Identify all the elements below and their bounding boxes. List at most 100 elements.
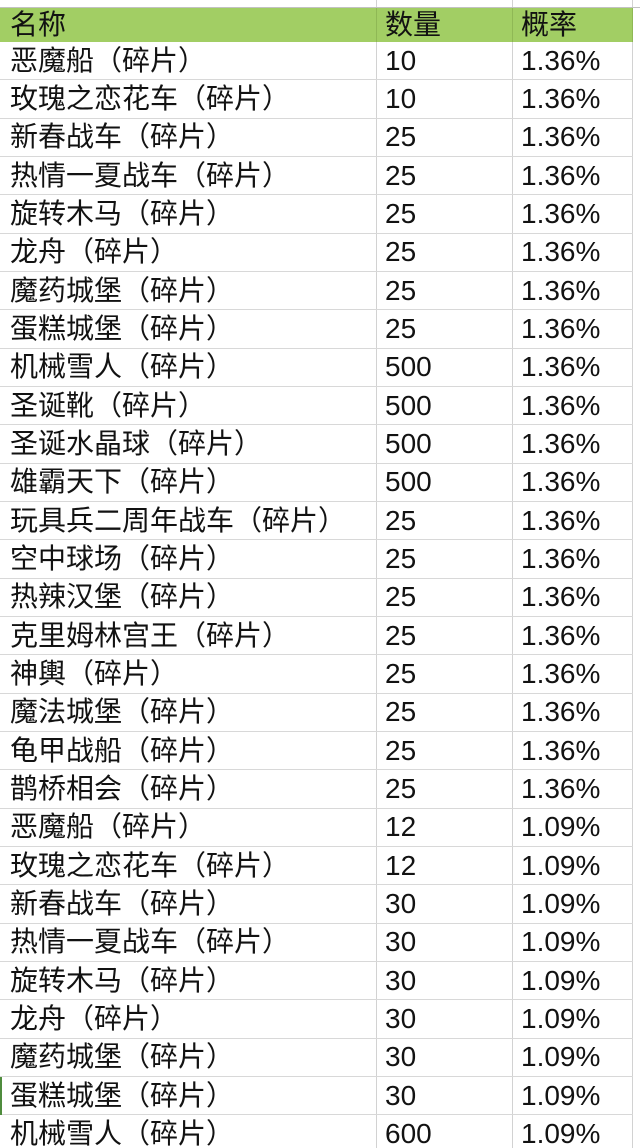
table-row: 热情一夏战车（碎片） 30 1.09%	[0, 923, 633, 962]
cell-probability[interactable]: 1.09%	[513, 1000, 633, 1038]
cell-item-name[interactable]: 蛋糕城堡（碎片）	[0, 1076, 377, 1115]
cell-item-name[interactable]: 热辣汉堡（碎片）	[0, 578, 377, 616]
cell-probability[interactable]: 1.36%	[513, 156, 633, 195]
cell-quantity[interactable]: 25	[377, 156, 513, 195]
cell-probability[interactable]: 1.36%	[513, 80, 633, 118]
table-row: 龙舟（碎片） 30 1.09%	[0, 1000, 633, 1039]
cell-probability[interactable]: 1.36%	[513, 616, 633, 655]
cell-item-name[interactable]: 克里姆林宫王（碎片）	[0, 616, 377, 655]
cell-item-name[interactable]: 新春战车（碎片）	[0, 885, 377, 923]
cell-probability[interactable]: 1.36%	[513, 501, 633, 540]
cell-item-name[interactable]: 圣诞靴（碎片）	[0, 386, 377, 425]
cell-quantity[interactable]: 30	[377, 923, 513, 961]
table-header-row: 名称 数量 概率	[0, 8, 633, 42]
cell-quantity[interactable]: 25	[377, 195, 513, 233]
cell-quantity[interactable]: 25	[377, 578, 513, 616]
cell-quantity[interactable]: 25	[377, 655, 513, 693]
cell-item-name[interactable]: 热情一夏战车（碎片）	[0, 156, 377, 195]
partial-cell	[377, 0, 513, 7]
cell-item-name[interactable]: 玫瑰之恋花车（碎片）	[0, 80, 377, 118]
cell-probability[interactable]: 1.36%	[513, 386, 633, 425]
cell-probability[interactable]: 1.09%	[513, 961, 633, 1000]
cell-item-name[interactable]: 空中球场（碎片）	[0, 540, 377, 578]
cell-item-name[interactable]: 机械雪人（碎片）	[0, 1115, 377, 1148]
cell-quantity[interactable]: 30	[377, 1076, 513, 1115]
cell-probability[interactable]: 1.09%	[513, 1038, 633, 1076]
cell-quantity[interactable]: 500	[377, 348, 513, 386]
cell-quantity[interactable]: 25	[377, 310, 513, 348]
cell-probability[interactable]: 1.36%	[513, 271, 633, 310]
cell-probability[interactable]: 1.36%	[513, 310, 633, 348]
cell-quantity[interactable]: 10	[377, 80, 513, 118]
table-row: 神輿（碎片） 25 1.36%	[0, 655, 633, 694]
cell-quantity[interactable]: 500	[377, 463, 513, 501]
cell-item-name[interactable]: 神輿（碎片）	[0, 655, 377, 693]
cell-probability[interactable]: 1.09%	[513, 1115, 633, 1148]
cell-probability[interactable]: 1.36%	[513, 348, 633, 386]
cell-item-name[interactable]: 新春战车（碎片）	[0, 118, 377, 156]
cell-item-name[interactable]: 龙舟（碎片）	[0, 233, 377, 271]
cell-quantity[interactable]: 25	[377, 770, 513, 808]
cell-probability[interactable]: 1.36%	[513, 731, 633, 770]
cell-item-name[interactable]: 机械雪人（碎片）	[0, 348, 377, 386]
cell-item-name[interactable]: 圣诞水晶球（碎片）	[0, 425, 377, 463]
cell-quantity[interactable]: 30	[377, 1038, 513, 1076]
cell-probability[interactable]: 1.36%	[513, 42, 633, 80]
cell-item-name[interactable]: 魔药城堡（碎片）	[0, 271, 377, 310]
cell-quantity[interactable]: 12	[377, 846, 513, 885]
table-row: 魔法城堡（碎片） 25 1.36%	[0, 693, 633, 732]
cell-probability[interactable]: 1.09%	[513, 1076, 633, 1115]
cell-quantity[interactable]: 30	[377, 1000, 513, 1038]
cell-quantity[interactable]: 25	[377, 693, 513, 731]
cell-probability[interactable]: 1.36%	[513, 425, 633, 463]
cell-quantity[interactable]: 30	[377, 885, 513, 923]
cell-probability[interactable]: 1.36%	[513, 233, 633, 271]
cell-item-name[interactable]: 玫瑰之恋花车（碎片）	[0, 846, 377, 885]
cell-item-name[interactable]: 玩具兵二周年战车（碎片）	[0, 501, 377, 540]
cell-quantity[interactable]: 25	[377, 616, 513, 655]
column-header-name[interactable]: 名称	[0, 8, 377, 42]
cell-probability[interactable]: 1.09%	[513, 923, 633, 961]
cell-item-name[interactable]: 龙舟（碎片）	[0, 1000, 377, 1038]
cell-probability[interactable]: 1.09%	[513, 885, 633, 923]
cell-item-name[interactable]: 鹊桥相会（碎片）	[0, 770, 377, 808]
table-row: 恶魔船（碎片） 12 1.09%	[0, 808, 633, 847]
cell-probability[interactable]: 1.36%	[513, 770, 633, 808]
cell-probability[interactable]: 1.36%	[513, 540, 633, 578]
cell-probability[interactable]: 1.36%	[513, 195, 633, 233]
column-header-prob[interactable]: 概率	[513, 8, 633, 42]
cell-quantity[interactable]: 10	[377, 42, 513, 80]
cell-item-name[interactable]: 雄霸天下（碎片）	[0, 463, 377, 501]
table-row: 鹊桥相会（碎片） 25 1.36%	[0, 770, 633, 809]
cell-item-name[interactable]: 蛋糕城堡（碎片）	[0, 310, 377, 348]
cell-probability[interactable]: 1.09%	[513, 808, 633, 846]
cell-item-name[interactable]: 热情一夏战车（碎片）	[0, 923, 377, 961]
cell-quantity[interactable]: 25	[377, 501, 513, 540]
cell-item-name[interactable]: 魔法城堡（碎片）	[0, 693, 377, 731]
cell-quantity[interactable]: 500	[377, 425, 513, 463]
cell-quantity[interactable]: 600	[377, 1115, 513, 1148]
column-header-qty[interactable]: 数量	[377, 8, 513, 42]
cell-item-name[interactable]: 旋转木马（碎片）	[0, 195, 377, 233]
cell-probability[interactable]: 1.36%	[513, 463, 633, 501]
cell-quantity[interactable]: 25	[377, 731, 513, 770]
cell-quantity[interactable]: 25	[377, 540, 513, 578]
table-row: 恶魔船（碎片） 10 1.36%	[0, 42, 633, 81]
cell-probability[interactable]: 1.36%	[513, 118, 633, 156]
cell-quantity[interactable]: 12	[377, 808, 513, 846]
cell-item-name[interactable]: 魔药城堡（碎片）	[0, 1038, 377, 1076]
cell-quantity[interactable]: 25	[377, 233, 513, 271]
cell-probability[interactable]: 1.36%	[513, 655, 633, 693]
table-body: 恶魔船（碎片） 10 1.36% 玫瑰之恋花车（碎片） 10 1.36% 新春战…	[0, 42, 640, 1148]
cell-item-name[interactable]: 恶魔船（碎片）	[0, 808, 377, 846]
cell-quantity[interactable]: 30	[377, 961, 513, 1000]
cell-item-name[interactable]: 恶魔船（碎片）	[0, 42, 377, 80]
cell-quantity[interactable]: 25	[377, 271, 513, 310]
cell-quantity[interactable]: 25	[377, 118, 513, 156]
cell-item-name[interactable]: 旋转木马（碎片）	[0, 961, 377, 1000]
cell-probability[interactable]: 1.36%	[513, 693, 633, 731]
cell-probability[interactable]: 1.36%	[513, 578, 633, 616]
cell-item-name[interactable]: 龟甲战船（碎片）	[0, 731, 377, 770]
cell-quantity[interactable]: 500	[377, 386, 513, 425]
cell-probability[interactable]: 1.09%	[513, 846, 633, 885]
